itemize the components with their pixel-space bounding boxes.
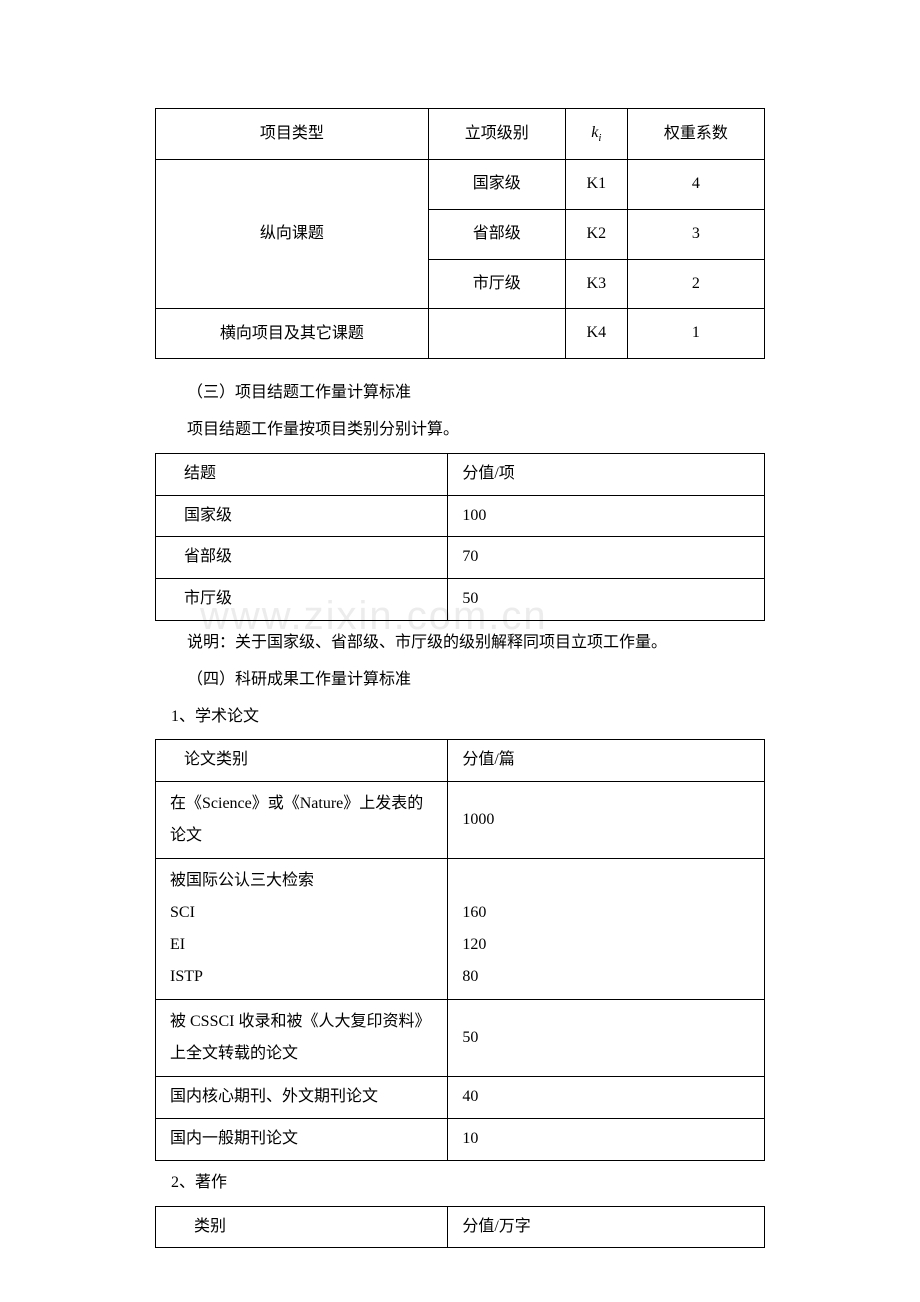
- header-cell: 立项级别: [428, 109, 565, 160]
- cell: 省部级: [156, 537, 448, 579]
- text-line: ISTP: [170, 961, 433, 993]
- header-cell: ki: [565, 109, 627, 160]
- text-line: 80: [462, 961, 750, 993]
- text-line: SCI: [170, 897, 433, 929]
- cell: 70: [448, 537, 765, 579]
- text-line: 160: [462, 897, 750, 929]
- table-row: 国内核心期刊、外文期刊论文 40: [156, 1077, 765, 1119]
- cell: 省部级: [428, 209, 565, 259]
- table-publication: 类别 分值/万字: [155, 1206, 765, 1249]
- item-title: 1、学术论文: [155, 703, 765, 732]
- table-project-type: 项目类型 立项级别 ki 权重系数 纵向课题 国家级 K1 4 省部级 K2 3…: [155, 108, 765, 359]
- header-cell: 分值/篇: [448, 740, 765, 782]
- header-cell: 结题: [156, 453, 448, 495]
- header-cell: 项目类型: [156, 109, 429, 160]
- cell: 在《Science》或《Nature》上发表的论文: [156, 782, 448, 859]
- cell: 50: [448, 1000, 765, 1077]
- header-cell: 论文类别: [156, 740, 448, 782]
- cell: K1: [565, 159, 627, 209]
- text-line: EI: [170, 929, 433, 961]
- cell: 2: [627, 259, 764, 309]
- cell: 被国际公认三大检索 SCI EI ISTP: [156, 859, 448, 1000]
- cell: 3: [627, 209, 764, 259]
- cell: 1: [627, 309, 764, 359]
- table-row: 类别 分值/万字: [156, 1206, 765, 1248]
- text-line: [462, 865, 750, 897]
- cell: 纵向课题: [156, 159, 429, 308]
- table-row: 横向项目及其它课题 K4 1: [156, 309, 765, 359]
- table-row: 被国际公认三大检索 SCI EI ISTP 160 120 80: [156, 859, 765, 1000]
- table-completion: 结题 分值/项 国家级 100 省部级 70 市厅级 50: [155, 453, 765, 621]
- cell: 国家级: [156, 495, 448, 537]
- table-row: 市厅级 50: [156, 579, 765, 621]
- text-line: 被国际公认三大检索: [170, 865, 433, 897]
- section-title: （四）科研成果工作量计算标准: [155, 666, 765, 695]
- header-cell: 类别: [156, 1206, 448, 1248]
- header-cell: 分值/万字: [448, 1206, 765, 1248]
- table-row: 国家级 100: [156, 495, 765, 537]
- table-row: 被 CSSCI 收录和被《人大复印资料》上全文转载的论文 50: [156, 1000, 765, 1077]
- header-cell: 权重系数: [627, 109, 764, 160]
- cell: 国家级: [428, 159, 565, 209]
- cell: K3: [565, 259, 627, 309]
- cell: K4: [565, 309, 627, 359]
- cell: 4: [627, 159, 764, 209]
- cell: 横向项目及其它课题: [156, 309, 429, 359]
- cell: 10: [448, 1118, 765, 1160]
- cell: 被 CSSCI 收录和被《人大复印资料》上全文转载的论文: [156, 1000, 448, 1077]
- table-row: 在《Science》或《Nature》上发表的论文 1000: [156, 782, 765, 859]
- table-row: 国内一般期刊论文 10: [156, 1118, 765, 1160]
- cell: 40: [448, 1077, 765, 1119]
- cell: K2: [565, 209, 627, 259]
- table-row: 项目类型 立项级别 ki 权重系数: [156, 109, 765, 160]
- header-cell: 分值/项: [448, 453, 765, 495]
- cell: [428, 309, 565, 359]
- table-row: 纵向课题 国家级 K1 4: [156, 159, 765, 209]
- note-text: 说明：关于国家级、省部级、市厅级的级别解释同项目立项工作量。: [155, 629, 765, 658]
- table-row: 省部级 70: [156, 537, 765, 579]
- cell: 50: [448, 579, 765, 621]
- cell: 100: [448, 495, 765, 537]
- cell: 国内核心期刊、外文期刊论文: [156, 1077, 448, 1119]
- text-line: 120: [462, 929, 750, 961]
- table-paper-category: 论文类别 分值/篇 在《Science》或《Nature》上发表的论文 1000…: [155, 739, 765, 1160]
- cell: 160 120 80: [448, 859, 765, 1000]
- cell: 国内一般期刊论文: [156, 1118, 448, 1160]
- table-row: 结题 分值/项: [156, 453, 765, 495]
- table-row: 论文类别 分值/篇: [156, 740, 765, 782]
- cell: 市厅级: [428, 259, 565, 309]
- item-title: 2、著作: [155, 1169, 765, 1198]
- cell: 1000: [448, 782, 765, 859]
- cell: 市厅级: [156, 579, 448, 621]
- section-title: （三）项目结题工作量计算标准: [155, 379, 765, 408]
- section-desc: 项目结题工作量按项目类别分别计算。: [155, 416, 765, 445]
